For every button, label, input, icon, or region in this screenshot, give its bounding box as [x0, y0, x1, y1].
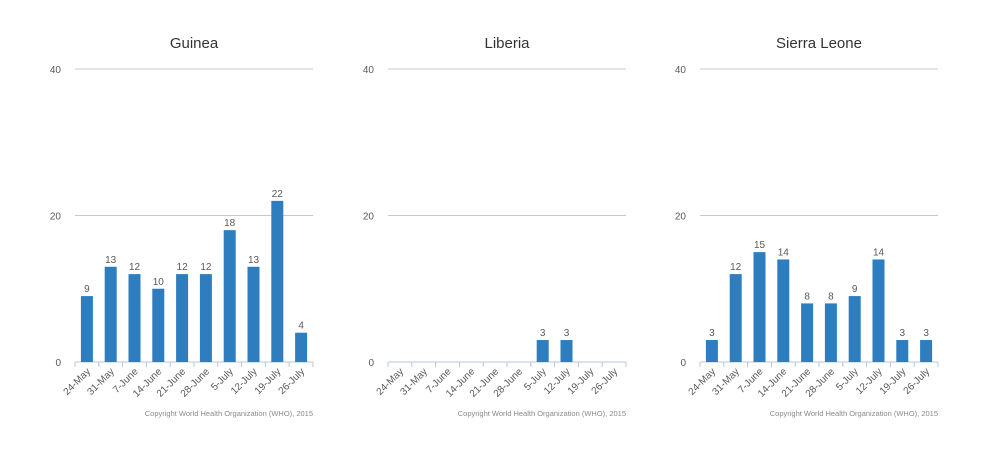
y-tick-label: 40 [50, 65, 62, 76]
chart-title: Liberia [484, 35, 530, 52]
data-label: 3 [540, 328, 546, 339]
x-tick-label: 26-July [277, 366, 308, 397]
data-label: 3 [709, 328, 715, 339]
bar [536, 340, 549, 362]
y-tick-label: 20 [363, 212, 375, 223]
chart-title: Sierra Leone [776, 35, 862, 52]
bar [128, 274, 141, 362]
data-label: 9 [852, 284, 858, 295]
bar [801, 303, 814, 362]
data-label: 18 [224, 218, 236, 229]
x-tick-label: 26-July [902, 366, 933, 397]
data-label: 12 [129, 262, 141, 273]
data-label: 3 [900, 328, 906, 339]
y-tick-label: 20 [675, 212, 687, 223]
copyright: Copyright World Health Organization (WHO… [770, 409, 938, 418]
bar [729, 274, 742, 362]
data-label: 13 [248, 255, 260, 266]
bar [80, 296, 93, 362]
bar [777, 259, 790, 362]
bar [223, 230, 236, 362]
bar [705, 340, 718, 362]
x-tick-label: 31-May [398, 366, 429, 397]
y-tick-label: 40 [363, 65, 375, 76]
data-label: 4 [298, 321, 304, 332]
data-label: 12 [730, 262, 742, 273]
x-tick-label: 31-May [710, 366, 741, 397]
bar [176, 274, 189, 362]
data-label: 12 [200, 262, 212, 273]
chart-title: Guinea [170, 35, 219, 52]
data-label: 3 [923, 328, 929, 339]
y-tick-label: 0 [680, 358, 686, 369]
data-label: 14 [778, 247, 790, 258]
data-label: 8 [828, 291, 834, 302]
bar [560, 340, 573, 362]
bar [199, 274, 212, 362]
data-label: 13 [105, 255, 117, 266]
copyright: Copyright World Health Organization (WHO… [458, 409, 626, 418]
data-label: 12 [177, 262, 189, 273]
bar [753, 252, 766, 362]
copyright: Copyright World Health Organization (WHO… [145, 409, 313, 418]
bar [872, 259, 885, 362]
data-label: 22 [272, 189, 284, 200]
bar [920, 340, 933, 362]
y-tick-label: 40 [675, 65, 687, 76]
data-label: 14 [873, 247, 885, 258]
bar [848, 296, 861, 362]
y-tick-label: 20 [50, 212, 62, 223]
y-tick-label: 0 [55, 358, 61, 369]
data-label: 9 [84, 284, 90, 295]
bar [247, 266, 260, 362]
bar [295, 332, 308, 362]
data-label: 10 [153, 277, 165, 288]
bar [152, 288, 165, 362]
x-tick-label: 31-May [85, 366, 116, 397]
bar [271, 200, 284, 362]
data-label: 8 [804, 291, 810, 302]
bar [104, 266, 117, 362]
y-tick-label: 0 [368, 358, 374, 369]
data-label: 15 [754, 240, 766, 251]
bar [824, 303, 837, 362]
bar [896, 340, 909, 362]
x-tick-label: 26-July [590, 366, 621, 397]
data-label: 3 [564, 328, 570, 339]
